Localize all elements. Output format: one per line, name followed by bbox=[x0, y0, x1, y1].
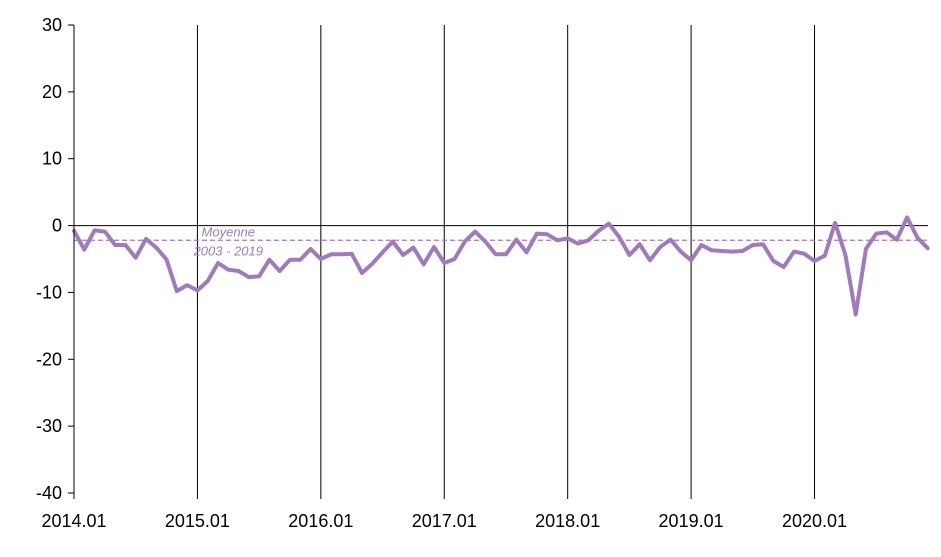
average-label-line2: 2003 - 2019 bbox=[193, 243, 263, 258]
y-tick-label: -40 bbox=[36, 483, 62, 503]
y-tick-label: 20 bbox=[42, 82, 62, 102]
y-tick-label: -10 bbox=[36, 282, 62, 302]
x-tick-label: 2015.01 bbox=[165, 511, 230, 531]
x-tick-label: 2018.01 bbox=[535, 511, 600, 531]
y-axis-ticks: 30 20 10 0 -10 -20 -30 -40 bbox=[36, 15, 74, 503]
x-tick-label: 2020.01 bbox=[782, 511, 847, 531]
y-tick-label: 0 bbox=[52, 216, 62, 236]
series-line bbox=[72, 215, 930, 317]
x-tick-label: 2017.01 bbox=[412, 511, 477, 531]
y-tick-label: 10 bbox=[42, 149, 62, 169]
x-tick-label: 2014.01 bbox=[41, 511, 106, 531]
x-axis-ticks: 2014.01 2015.01 2016.01 2017.01 2018.01 2019.… bbox=[41, 493, 847, 531]
y-tick-label: 30 bbox=[42, 15, 62, 35]
average-label-line1: Moyenne bbox=[202, 224, 255, 239]
y-tick-label: -20 bbox=[36, 349, 62, 369]
y-tick-label: -30 bbox=[36, 416, 62, 436]
x-tick-label: 2016.01 bbox=[288, 511, 353, 531]
x-tick-label: 2019.01 bbox=[659, 511, 724, 531]
